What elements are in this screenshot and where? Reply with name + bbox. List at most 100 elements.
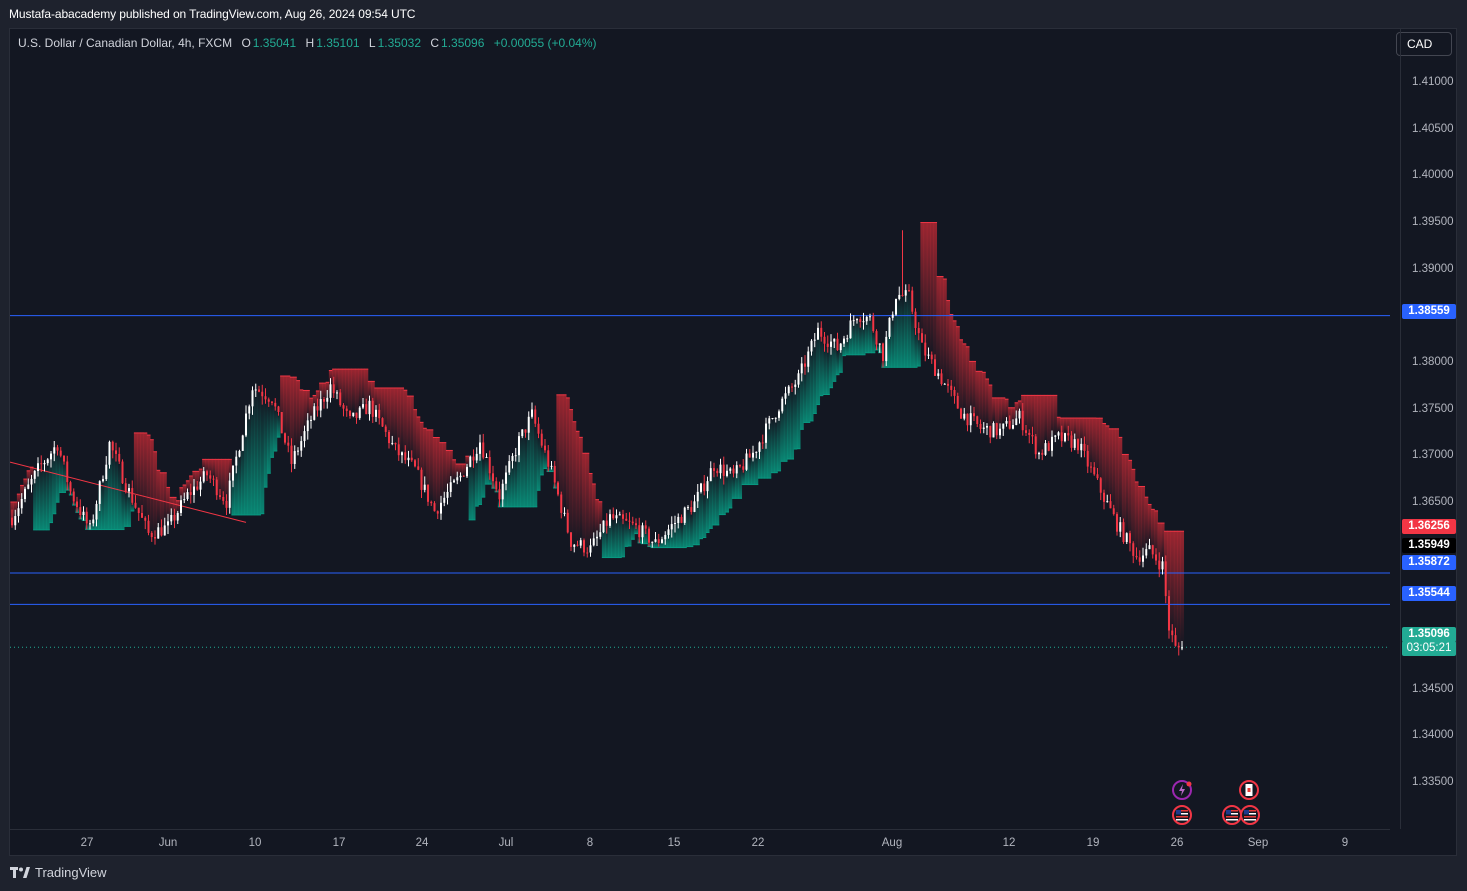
trend-band-down [1151, 509, 1155, 555]
price-tick: 1.34000 [1412, 729, 1454, 741]
trend-band-down [452, 459, 457, 481]
current-price-label: 1.35096 [1402, 627, 1456, 642]
candle-body [573, 544, 576, 547]
trend-band-up [829, 341, 834, 388]
trend-band-up [260, 396, 265, 514]
trend-band-down [933, 222, 938, 376]
trend-band-up [803, 366, 808, 423]
trend-band-down [455, 464, 460, 478]
candle-body [258, 389, 260, 392]
candle-body [596, 536, 598, 539]
candle-body [436, 511, 439, 514]
candle-body [326, 397, 329, 402]
candle-body [657, 539, 660, 543]
trend-band-up [738, 466, 743, 499]
time-tick: 15 [667, 837, 681, 849]
trend-band-down [1024, 395, 1029, 433]
tradingview-logo-icon [10, 866, 30, 878]
time-tick: 19 [1086, 837, 1100, 849]
candle-body [472, 456, 475, 461]
trend-band-down [348, 369, 353, 417]
candle-body [849, 320, 852, 339]
candle-body [355, 412, 358, 418]
candle-body [875, 331, 878, 345]
high-value: 1.35101 [316, 36, 360, 50]
us-flag-icon[interactable] [1222, 805, 1242, 825]
trend-band-up [257, 391, 262, 515]
currency-button[interactable]: CAD [1396, 32, 1452, 56]
trend-band-down [956, 326, 960, 409]
candle-body [511, 455, 514, 462]
trend-band-up [514, 455, 518, 507]
trend-band-down [387, 387, 392, 444]
open-value: 1.35041 [252, 36, 297, 50]
trend-band-down [397, 387, 401, 456]
candle-body [947, 383, 949, 386]
trend-band-down [403, 390, 408, 461]
chart-plot-area[interactable] [10, 29, 1390, 829]
trend-band-down [221, 459, 226, 501]
candle-body [1168, 596, 1170, 631]
trend-band-down [185, 480, 190, 493]
candle-body [397, 444, 400, 456]
trend-band-up [117, 461, 122, 530]
canada-flag-icon[interactable] [1239, 780, 1259, 800]
trend-band-up [627, 521, 632, 547]
time-tick: 27 [80, 837, 94, 849]
candle-body [817, 327, 819, 340]
candle-body [774, 417, 777, 419]
trend-band-up [767, 418, 772, 479]
candle-body [914, 311, 917, 329]
time-tick: Aug [881, 837, 903, 849]
candle-body [27, 484, 30, 489]
trend-band-up [816, 327, 821, 405]
us-flag-icon[interactable] [1240, 805, 1260, 825]
candle-body [1021, 410, 1024, 431]
candle-body [280, 412, 283, 434]
trend-band-up [764, 423, 769, 479]
candle-body [771, 418, 774, 420]
time-tick: 22 [751, 837, 765, 849]
candle-body [219, 495, 221, 497]
trend-band-down [406, 396, 411, 458]
trend-band-down [1105, 425, 1110, 502]
candle-body [677, 516, 680, 523]
candle-body [989, 426, 992, 438]
trend-band-down [380, 387, 385, 427]
price-scale[interactable]: 1.41000 1.40500 1.40000 1.39500 1.39000 … [1400, 29, 1458, 829]
tradingview-brand[interactable]: TradingView [10, 865, 107, 880]
trend-band-up [517, 436, 522, 507]
symbol-title[interactable]: U.S. Dollar / Canadian Dollar, 4h, FXCM [18, 36, 233, 50]
candle-body [547, 450, 550, 467]
trend-band-down [1034, 395, 1038, 455]
candle-body [1174, 635, 1177, 646]
candle-body [1080, 443, 1083, 451]
candle-body [898, 294, 901, 299]
candle-body [521, 429, 524, 437]
candle-body [963, 413, 966, 419]
candle-body [1086, 450, 1089, 467]
lightning-event-icon[interactable] [1172, 780, 1192, 800]
chart-container[interactable]: U.S. Dollar / Canadian Dollar, 4h, FXCM … [9, 28, 1457, 856]
us-flag-icon[interactable] [1172, 805, 1192, 825]
trend-band-up [696, 491, 700, 545]
candle-body [856, 319, 858, 321]
trend-band-up [618, 514, 622, 558]
candle-body [24, 488, 26, 499]
candle-body [690, 507, 693, 512]
trend-band-down [1170, 531, 1175, 636]
candle-body [703, 483, 706, 492]
candle-body [1158, 560, 1161, 570]
trend-band-up [891, 314, 895, 368]
trend-band-up [267, 401, 271, 474]
trend-band-down [559, 394, 564, 513]
trend-band-down [289, 377, 294, 464]
trend-band-up [871, 331, 876, 353]
trend-band-up [273, 406, 278, 452]
candle-body [865, 316, 868, 322]
candle-body [417, 466, 420, 470]
trend-band-down [384, 387, 388, 432]
candle-body [651, 541, 654, 543]
time-scale[interactable]: 27 Jun 10 17 24 Jul 8 15 22 Aug 12 19 26… [10, 829, 1390, 857]
candle-body [934, 359, 936, 376]
